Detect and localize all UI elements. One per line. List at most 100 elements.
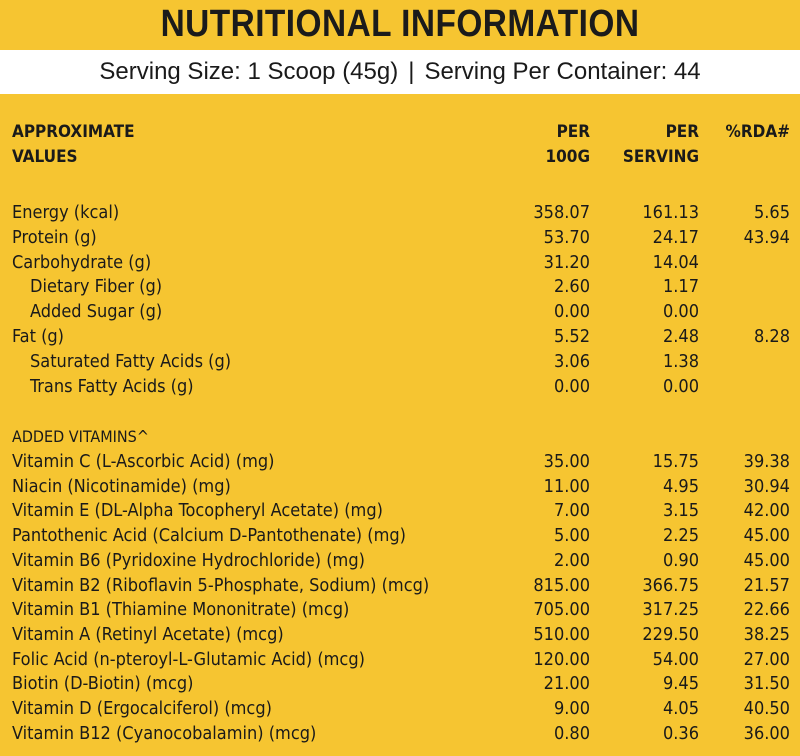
table-row: Vitamin E (DL-Alpha Tocopheryl Acetate) … [0, 498, 800, 523]
row-label: Vitamin D (Ergocalciferol) (mcg) [12, 698, 272, 719]
header-serving-line1: PER [665, 122, 699, 142]
row-per-serving: 2.25 [662, 525, 699, 547]
row-rda: 31.50 [743, 673, 790, 695]
row-per-100g: 53.70 [543, 226, 590, 248]
row-per-serving: 14.04 [652, 251, 699, 273]
row-per-100g: 9.00 [553, 698, 590, 719]
row-per-100g: 3.06 [553, 350, 590, 372]
row-label: Protein (g) [12, 226, 97, 248]
header-per100-line1: PER [556, 122, 590, 142]
table-row: Saturated Fatty Acids (g) 3.06 1.38 [0, 349, 800, 374]
table-row: Biotin (D-Biotin) (mcg) 21.00 9.45 31.50 [0, 671, 800, 696]
table-row: Vitamin B12 (Cyanocobalamin) (mcg) 0.80 0.… [0, 721, 800, 746]
serving-separator: | [408, 58, 415, 85]
row-rda: 43.94 [743, 226, 790, 248]
row-per-100g: 815.00 [533, 574, 590, 596]
row-per-serving: 0.36 [662, 722, 699, 744]
row-per-100g: 0.00 [553, 301, 590, 323]
table-row: Carbohydrate (g) 31.20 14.04 [0, 250, 800, 275]
row-per-serving: 0.00 [662, 375, 699, 397]
serving-size: Serving Size: 1 Scoop (45g) [99, 58, 399, 85]
row-rda: 5.65 [753, 202, 790, 223]
table-row: Added Sugar (g) 0.00 0.00 [0, 299, 800, 324]
row-label: Vitamin E (DL-Alpha Tocopheryl Acetate) … [12, 500, 383, 522]
row-per-serving: 161.13 [642, 202, 699, 223]
header-serving-line2: SERVING [622, 147, 699, 167]
row-rda: 40.50 [743, 698, 790, 719]
row-rda: 45.00 [743, 549, 790, 571]
page-title: NUTRITIONAL INFORMATION [160, 3, 640, 45]
row-label: Added Sugar (g) [30, 301, 163, 323]
row-per-100g: 11.00 [543, 475, 590, 497]
table-row: Vitamin B2 (Riboflavin 5-Phosphate, Sodi… [0, 573, 800, 598]
row-per-serving: 4.05 [662, 698, 699, 719]
row-rda: 38.25 [743, 623, 790, 645]
row-per-100g: 5.52 [553, 326, 590, 347]
table-row: Vitamin D (Ergocalciferol) (mcg) 9.00 4.05… [0, 696, 800, 721]
table-row: Trans Fatty Acids (g) 0.00 0.00 [0, 374, 800, 399]
row-per-100g: 5.00 [553, 525, 590, 547]
row-per-serving: 9.45 [662, 673, 699, 695]
row-per-serving: 54.00 [652, 648, 699, 670]
row-per-100g: 7.00 [553, 500, 590, 522]
row-label: Carbohydrate (g) [12, 251, 152, 273]
row-label: Fat (g) [12, 326, 64, 347]
row-label: Vitamin C (L-Ascorbic Acid) (mg) [12, 451, 275, 472]
table-row: Dietary Fiber (g) 2.60 1.17 [0, 274, 800, 299]
row-per-serving: 1.38 [662, 350, 699, 372]
row-per-serving: 317.25 [642, 599, 699, 621]
row-label: Dietary Fiber (g) [30, 276, 163, 298]
table-row: Vitamin C (L-Ascorbic Acid) (mg) 35.00 15.… [0, 449, 800, 474]
row-per-serving: 24.17 [652, 226, 699, 248]
row-label: Folic Acid (n-pteroyl-L-Glutamic Acid) (… [12, 648, 365, 670]
header-label-line2: VALUES [12, 147, 78, 167]
row-per-serving: 0.90 [662, 549, 699, 571]
row-per-100g: 705.00 [533, 599, 590, 621]
row-label: Vitamin B1 (Thiamine Mononitrate) (mcg) [12, 599, 350, 621]
table-row: Vitamin A (Retinyl Acetate) (mcg) 510.00 2… [0, 622, 800, 647]
row-per-serving: 1.17 [662, 276, 699, 298]
row-per-serving: 15.75 [652, 451, 699, 472]
header-per100-line2: 100G [545, 147, 590, 167]
table-row: Protein (g) 53.70 24.17 43.94 [0, 225, 800, 250]
header-rda: %RDA# [725, 122, 790, 142]
table-row: Vitamin B1 (Thiamine Mononitrate) (mcg) 7… [0, 597, 800, 622]
row-label: Vitamin B6 (Pyridoxine Hydrochloride) (m… [12, 549, 365, 571]
row-per-100g: 21.00 [543, 673, 590, 695]
row-per-100g: 2.60 [553, 276, 590, 298]
table-row: Vitamin B6 (Pyridoxine Hydrochloride) (m… [0, 548, 800, 573]
row-rda: 36.00 [743, 722, 790, 744]
row-rda: 8.28 [753, 326, 790, 347]
row-per-serving: 0.00 [662, 301, 699, 323]
row-per-serving: 3.15 [662, 500, 699, 522]
row-per-100g: 510.00 [533, 623, 590, 645]
row-rda: 21.57 [743, 574, 790, 596]
row-label: Saturated Fatty Acids (g) [30, 350, 232, 372]
row-label: Pantothenic Acid (Calcium D-Pantothenate… [12, 525, 406, 547]
table-row: Fat (g) 5.52 2.48 8.28 [0, 324, 800, 349]
row-label: Niacin (Nicotinamide) (mg) [12, 475, 231, 497]
servings-per-container: Serving Per Container: 44 [424, 58, 701, 85]
row-per-serving: 366.75 [642, 574, 699, 596]
row-label: Vitamin A (Retinyl Acetate) (mcg) [12, 623, 284, 645]
row-rda: 39.38 [743, 451, 790, 472]
vitamins-heading-row: ADDED VITAMINS^ [0, 424, 800, 449]
row-per-serving: 4.95 [662, 475, 699, 497]
row-per-serving: 2.48 [662, 326, 699, 347]
row-per-100g: 35.00 [543, 451, 590, 472]
row-per-100g: 358.07 [533, 202, 590, 223]
vitamins-heading: ADDED VITAMINS^ [12, 427, 149, 446]
row-rda: 22.66 [743, 599, 790, 621]
row-label: Trans Fatty Acids (g) [30, 375, 194, 397]
row-per-100g: 31.20 [543, 251, 590, 273]
row-label: Biotin (D-Biotin) (mcg) [12, 673, 194, 695]
table-row: Folic Acid (n-pteroyl-L-Glutamic Acid) (… [0, 647, 800, 672]
row-per-100g: 120.00 [533, 648, 590, 670]
row-label: Vitamin B12 (Cyanocobalamin) (mcg) [12, 722, 317, 744]
row-label: Vitamin B2 (Riboflavin 5-Phosphate, Sodi… [12, 574, 430, 596]
row-label: Energy (kcal) [12, 202, 120, 223]
row-per-serving: 229.50 [642, 623, 699, 645]
row-per-100g: 0.80 [553, 722, 590, 744]
row-rda: 42.00 [743, 500, 790, 522]
row-per-100g: 0.00 [553, 375, 590, 397]
